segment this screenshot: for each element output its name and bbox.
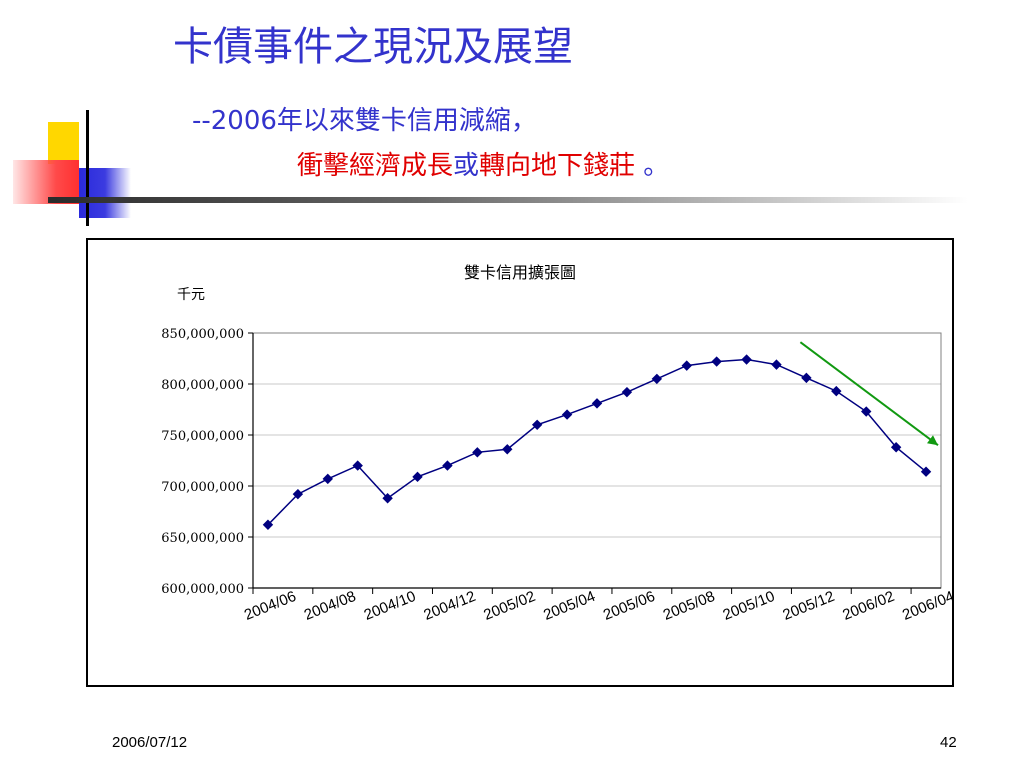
y-tick-label: 700,000,000 [161,480,244,495]
y-tick-label: 850,000,000 [161,327,244,342]
subtitle-connector-text: 或 [453,151,480,181]
y-tick-label: 600,000,000 [161,582,244,597]
annotations [799,341,939,447]
data-point [382,493,393,504]
data-point [561,409,573,420]
data-point [591,398,603,409]
data-point [292,488,304,500]
subtitle-red-text-2: 轉向地下錢莊 [479,151,636,181]
x-tick-label: 2006/04 [900,588,952,624]
x-tick-label: 2004/06 [242,588,299,624]
page-number: 42 [940,734,957,751]
chart-frame: 雙卡信用擴張圖 千元 850,000,000 800,000,000 750,000… [86,238,954,687]
data-point [412,471,423,483]
y-tick-label: 750,000,000 [161,429,244,444]
x-tick-label: 2006/02 [840,588,897,624]
slide-subtitle-line1: --2006年以來雙卡信用減縮， [192,106,537,136]
y-tick-label: 650,000,000 [161,531,244,546]
x-tick-label: 2005/10 [721,588,778,624]
footer-date: 2006/07/12 [112,734,188,751]
data-point [352,460,363,471]
x-tick-label: 2005/02 [481,588,538,624]
x-tick-label: 2005/06 [601,588,658,624]
x-tick-label: 2004/08 [302,588,359,624]
x-tick-label: 2005/12 [780,588,837,624]
series-markers [262,354,932,530]
data-point [771,359,782,370]
x-tick-label: 2005/04 [541,588,598,624]
data-point [621,386,633,398]
y-axis-unit-label: 千元 [177,287,205,303]
data-point [801,372,812,384]
deco-red-square [13,160,79,204]
data-point [442,460,453,471]
data-point [531,419,543,431]
data-point [861,406,872,417]
x-tick-label: 2004/12 [421,588,478,624]
x-tick-label: 2004/10 [362,588,419,624]
data-point [681,360,692,371]
subtitle-red-text-1: 衝擊經濟成長 [297,151,454,181]
axes [248,332,941,594]
data-point [472,447,483,458]
data-point [651,373,663,385]
data-point [890,442,902,453]
deco-yellow-square [48,122,79,164]
deco-horizontal-line [48,197,968,203]
slide-title: 卡債事件之現況及展望 [173,24,573,70]
data-point [262,519,274,530]
trend-arrow-shaft [799,341,939,447]
slide-subtitle-line2: 衝擊經濟成長或轉向地下錢莊 。 [297,145,669,182]
data-point [920,466,932,477]
data-point [831,385,842,397]
x-tick-labels: 2004/06 2004/08 2004/10 2004/12 2005/02 2005/… [242,588,952,624]
data-point [711,356,722,367]
data-point [502,444,513,455]
deco-vertical-line [86,110,89,226]
subtitle-end-punct: 。 [635,151,670,181]
gridlines [253,383,941,538]
y-tick-label: 800,000,000 [161,378,244,393]
data-point [322,473,333,485]
data-point [741,354,752,365]
line-chart: 雙卡信用擴張圖 千元 850,000,000 800,000,000 750,000… [161,263,952,624]
x-tick-label: 2005/08 [661,588,718,624]
chart-title: 雙卡信用擴張圖 [464,263,576,282]
y-tick-labels: 850,000,000 800,000,000 750,000,000 700,000… [161,327,244,597]
trend-arrow-head [926,435,938,446]
